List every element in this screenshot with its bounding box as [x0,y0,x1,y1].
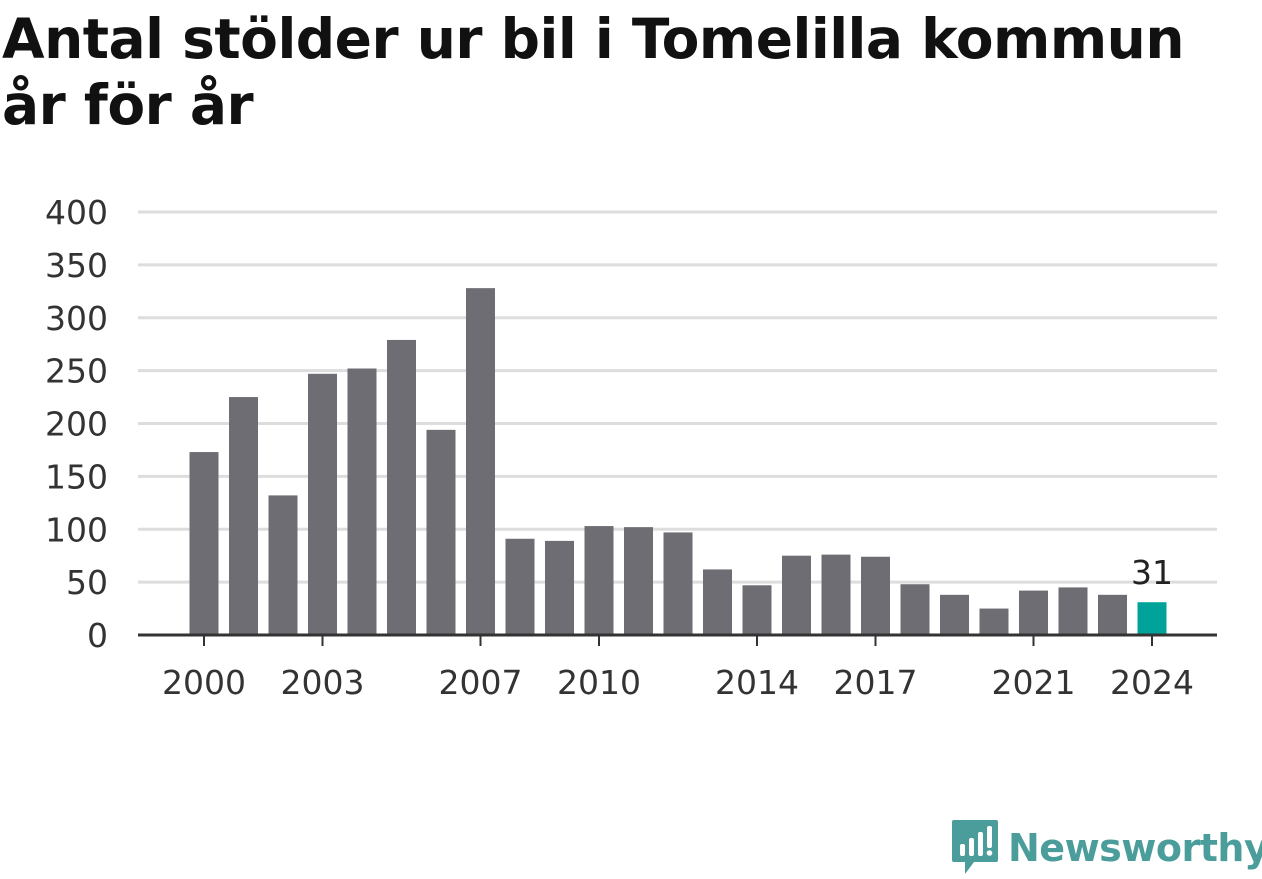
y-tick-label: 200 [45,405,108,444]
newsworthy-logo-icon [952,820,998,874]
bar-2002 [268,495,298,635]
bar-2018 [900,584,930,635]
bar-2015 [782,555,811,635]
bar-2005 [387,339,416,635]
data-labels: 31 [1131,553,1173,592]
bar-2009 [545,540,574,635]
bar-2011 [624,527,653,635]
bars [189,288,1167,635]
y-tick-label: 150 [45,457,108,496]
bar-2003 [308,373,337,635]
x-axis [138,633,1217,646]
x-axis-labels: 2000 2003 2007 2010 2014 2017 2021 2024 [162,663,1194,702]
bar-2008 [505,538,535,635]
logo-text: Newsworthy [1008,826,1262,870]
bar-2022 [1058,587,1088,635]
y-tick-label: 50 [66,563,108,602]
bar-2000 [189,452,219,635]
newsworthy-logo[interactable]: Newsworthy [950,818,1262,878]
bar-2023 [1098,594,1127,635]
y-tick-label: 350 [45,246,108,285]
data-label-2024: 31 [1131,553,1173,592]
x-tick-label: 2000 [162,663,246,702]
bar-2012 [663,532,693,635]
x-tick-label: 2021 [992,663,1076,702]
x-tick-label: 2003 [281,663,365,702]
bar-2004 [347,368,377,635]
bar-2001 [229,397,258,635]
chart-title: Antal stölder ur bil i Tomelilla kommun … [2,7,1185,137]
bar-2010 [584,526,614,635]
x-tick-label: 2017 [834,663,918,702]
bar-2016 [821,554,851,635]
bar-2007 [466,288,495,635]
bar-2024 [1137,602,1167,635]
y-axis-labels: 0 50 100 150 200 250 300 350 400 [45,193,108,655]
bar-2006 [426,429,456,635]
bar-2013 [703,569,732,635]
x-tick-label: 2007 [439,663,523,702]
bar-2017 [861,556,890,635]
y-tick-label: 400 [45,193,108,232]
bar-2014 [742,585,772,635]
gridlines [138,210,1217,584]
y-tick-label: 0 [87,616,108,655]
x-tick-label: 2010 [557,663,641,702]
bar-2020 [979,608,1009,635]
x-tick-label: 2014 [715,663,799,702]
y-tick-label: 300 [45,299,108,338]
y-tick-label: 250 [45,352,108,391]
bar-2019 [940,594,969,635]
y-tick-label: 100 [45,510,108,549]
x-tick-label: 2024 [1110,663,1194,702]
bar-2021 [1019,590,1048,635]
